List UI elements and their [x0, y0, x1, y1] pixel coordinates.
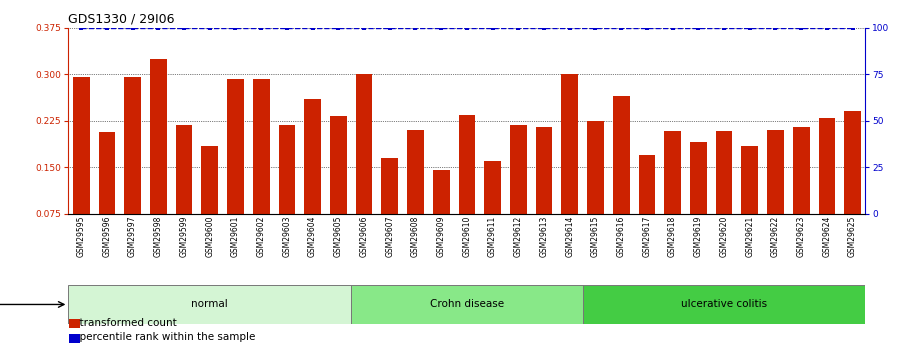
Text: transformed count: transformed count — [73, 318, 177, 327]
Bar — [767, 130, 783, 260]
Bar — [458, 115, 476, 260]
Bar — [407, 130, 424, 260]
Bar — [639, 155, 655, 260]
Bar — [304, 99, 321, 260]
Bar — [330, 116, 347, 260]
Bar — [818, 118, 835, 260]
Text: GDS1330 / 29I06: GDS1330 / 29I06 — [68, 12, 175, 25]
Bar — [227, 79, 244, 260]
Bar — [253, 79, 270, 260]
Text: percentile rank within the sample: percentile rank within the sample — [73, 333, 255, 342]
Bar — [351, 285, 583, 324]
Bar — [664, 131, 681, 260]
Bar — [98, 132, 116, 260]
Bar — [485, 161, 501, 260]
Bar — [355, 74, 373, 260]
Bar — [613, 96, 630, 260]
Bar — [124, 77, 141, 260]
Bar — [510, 125, 527, 260]
Bar — [150, 59, 167, 260]
Text: ulcerative colitis: ulcerative colitis — [681, 299, 767, 309]
Bar — [690, 142, 707, 260]
Text: normal: normal — [191, 299, 228, 309]
Bar — [742, 146, 758, 260]
Bar — [583, 285, 865, 324]
Bar — [382, 158, 398, 260]
Bar — [844, 111, 861, 260]
Bar — [68, 285, 351, 324]
Text: Crohn disease: Crohn disease — [430, 299, 504, 309]
Bar — [716, 131, 732, 260]
Bar — [176, 125, 192, 260]
Bar — [561, 74, 578, 260]
Bar — [536, 127, 552, 260]
Bar — [201, 146, 218, 260]
Bar — [793, 127, 810, 260]
Bar — [587, 121, 604, 260]
Bar — [433, 170, 449, 260]
Bar — [73, 77, 89, 260]
Bar — [279, 125, 295, 260]
